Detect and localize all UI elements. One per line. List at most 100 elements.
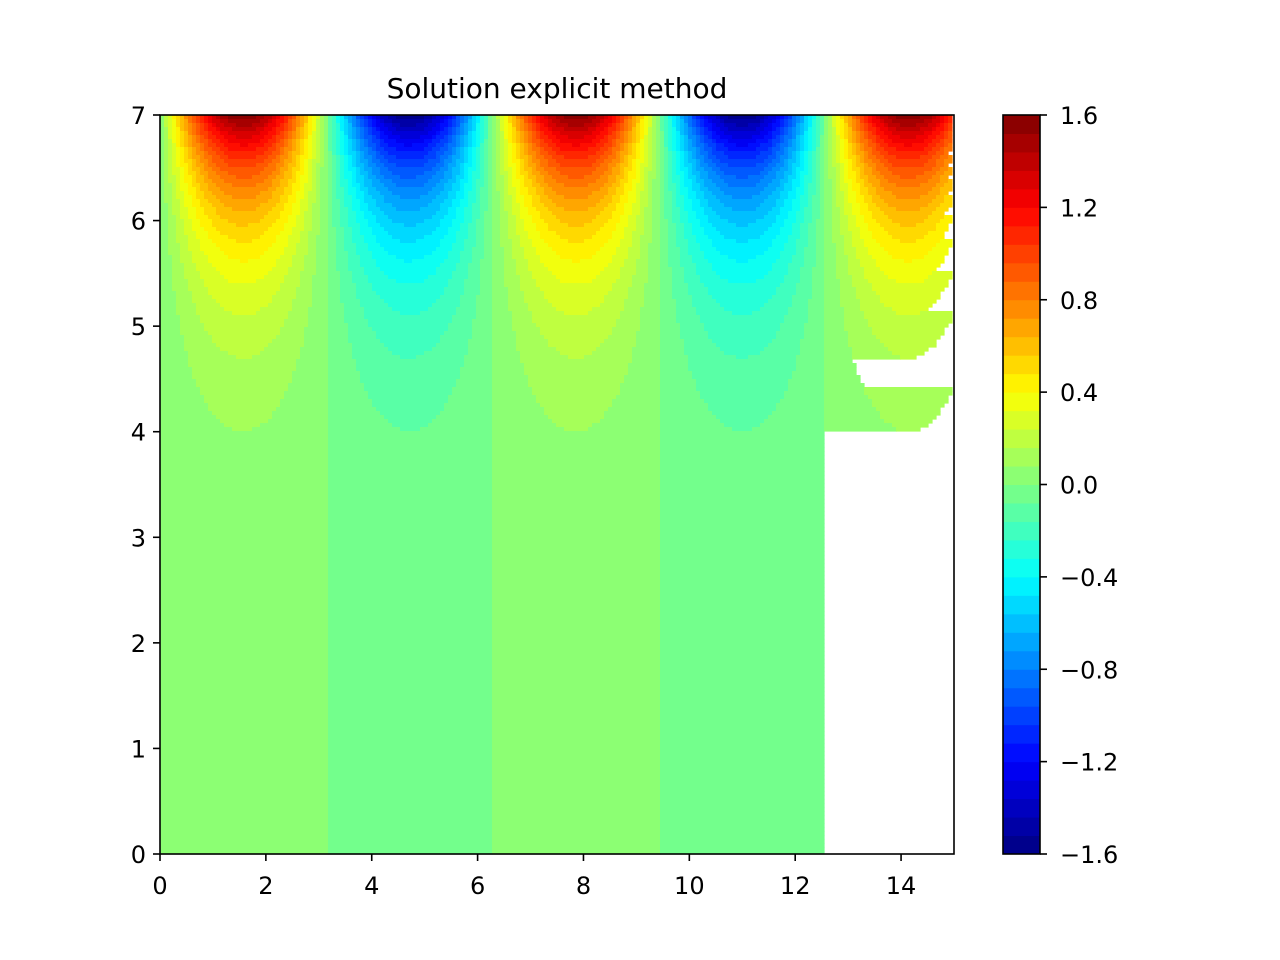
contour-cell (360, 263, 377, 268)
contour-cell (384, 175, 401, 180)
contour-cell (760, 351, 801, 356)
contour-cell (836, 175, 841, 180)
contour-cell (524, 175, 529, 180)
contour-cell (160, 351, 189, 356)
contour-cell (492, 679, 661, 684)
contour-cell (812, 167, 817, 172)
contour-cell (160, 451, 329, 456)
contour-cell (640, 135, 645, 140)
contour-cell (792, 303, 809, 308)
contour-cell (696, 119, 701, 124)
contour-cell (804, 327, 825, 332)
contour-cell (520, 235, 529, 240)
contour-cell (184, 159, 193, 164)
contour-cell (812, 215, 821, 220)
contour-cell (376, 147, 385, 152)
contour-cell (328, 559, 493, 564)
contour-cell (720, 251, 765, 256)
contour-cell (200, 123, 205, 128)
contour-cell (356, 147, 361, 152)
contour-cell (840, 171, 845, 176)
contour-cell (520, 127, 525, 132)
contour-cell (556, 159, 597, 164)
contour-cell (792, 183, 801, 188)
contour-cell (532, 147, 541, 152)
contour-cell (824, 211, 833, 216)
contour-cell (512, 251, 525, 256)
contour-cell (432, 251, 449, 256)
contour-cell (760, 307, 789, 312)
contour-cell (160, 647, 329, 652)
contour-cell (332, 215, 341, 220)
contour-cell (460, 139, 465, 144)
contour-cell (160, 803, 329, 808)
contour-cell (672, 287, 689, 292)
contour-cell (464, 187, 473, 192)
contour-cell (644, 135, 649, 140)
contour-cell (620, 383, 661, 388)
contour-cell (188, 351, 229, 356)
contour-cell (440, 155, 449, 160)
contour-cell (212, 119, 221, 124)
contour-cell (700, 395, 785, 400)
contour-cell (176, 147, 181, 152)
contour-cell (504, 203, 513, 208)
contour-cell (436, 171, 445, 176)
contour-cell (328, 203, 333, 208)
contour-cell (760, 123, 769, 128)
contour-cell (660, 255, 669, 260)
contour-cell (452, 131, 457, 136)
contour-cell (688, 119, 693, 124)
contour-cell (300, 131, 305, 136)
contour-cell (708, 407, 777, 412)
contour-cell (468, 171, 473, 176)
contour-cell (380, 267, 437, 272)
contour-cell (676, 171, 685, 176)
contour-cell (316, 259, 329, 264)
contour-cell (296, 179, 301, 184)
contour-cell (660, 231, 669, 236)
contour-cell (676, 315, 701, 320)
contour-cell (636, 167, 641, 172)
contour-cell (304, 187, 313, 192)
contour-cell (328, 431, 493, 436)
contour-cell (300, 235, 309, 240)
contour-cell (336, 175, 341, 180)
contour-cell (784, 391, 825, 396)
contour-cell (940, 175, 949, 180)
contour-cell (324, 139, 329, 144)
contour-cell (820, 159, 825, 164)
contour-cell (812, 123, 817, 128)
contour-cell (176, 307, 197, 312)
contour-cell (492, 439, 661, 444)
contour-cell (796, 287, 813, 292)
contour-cell (844, 199, 849, 204)
contour-cell (348, 179, 353, 184)
contour-cell (160, 291, 177, 296)
contour-cell (260, 119, 269, 124)
contour-cell (164, 123, 169, 128)
contour-cell (708, 127, 713, 132)
contour-cell (192, 155, 201, 160)
contour-cell (848, 187, 853, 192)
contour-cell (340, 287, 357, 292)
contour-cell (160, 623, 329, 628)
contour-cell (696, 159, 701, 164)
contour-cell (868, 139, 873, 144)
contour-cell (636, 159, 645, 164)
contour-cell (212, 339, 273, 344)
contour-cell (680, 183, 685, 188)
contour-cell (176, 115, 181, 120)
contour-cell (876, 167, 889, 172)
contour-cell (220, 303, 269, 308)
contour-cell (624, 203, 633, 208)
contour-cell (348, 339, 381, 344)
contour-cell (864, 115, 869, 120)
contour-cell (180, 159, 185, 164)
contour-cell (456, 151, 461, 156)
contour-cell (196, 179, 205, 184)
contour-cell (836, 167, 841, 172)
contour-cell (660, 807, 825, 812)
contour-cell (656, 131, 661, 136)
contour-cell (868, 207, 881, 212)
